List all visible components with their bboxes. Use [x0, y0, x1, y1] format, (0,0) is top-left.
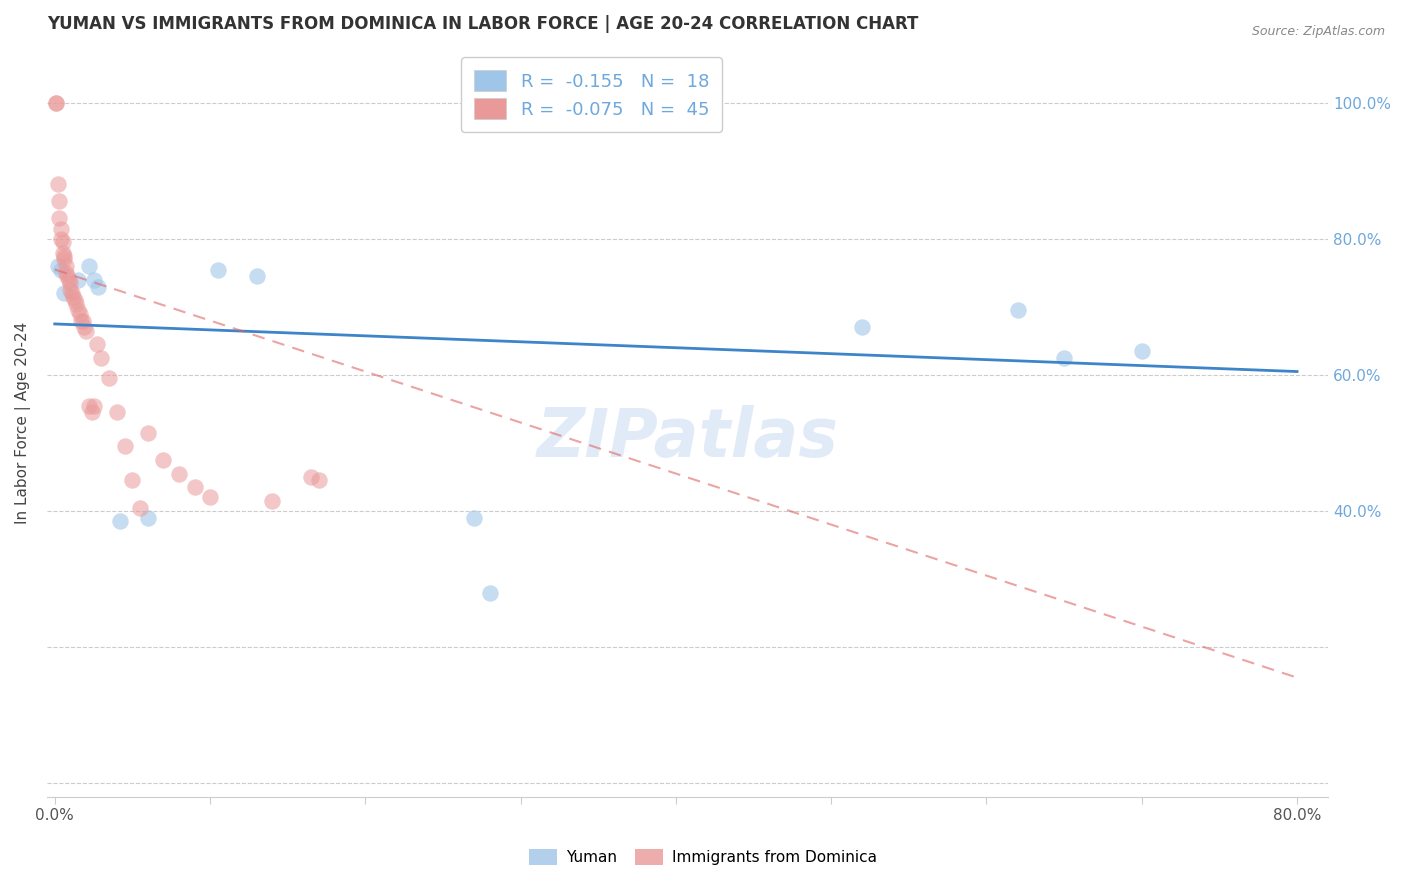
Point — [51, 245, 73, 260]
Point — [83, 399, 105, 413]
Point — [87, 279, 110, 293]
Point — [60, 286, 83, 301]
Point — [73, 320, 96, 334]
Point — [62, 290, 84, 304]
Point — [45, 95, 67, 110]
Point — [262, 493, 284, 508]
Point — [114, 439, 136, 453]
Point — [246, 269, 269, 284]
Point — [121, 474, 143, 488]
Point — [83, 273, 105, 287]
Point — [65, 296, 87, 310]
Point — [55, 259, 77, 273]
Point — [105, 405, 128, 419]
Point — [59, 283, 82, 297]
Text: Source: ZipAtlas.com: Source: ZipAtlas.com — [1251, 25, 1385, 38]
Point — [53, 252, 76, 267]
Point — [77, 399, 100, 413]
Point — [634, 95, 657, 110]
Legend: Yuman, Immigrants from Dominica: Yuman, Immigrants from Dominica — [523, 843, 883, 871]
Point — [56, 269, 79, 284]
Point — [136, 510, 159, 524]
Point — [69, 307, 91, 321]
Y-axis label: In Labor Force | Age 20-24: In Labor Force | Age 20-24 — [15, 321, 31, 524]
Point — [53, 249, 76, 263]
Point — [167, 467, 190, 481]
Point — [48, 211, 70, 226]
Point — [45, 95, 67, 110]
Point — [207, 262, 229, 277]
Point — [1053, 351, 1076, 365]
Point — [98, 371, 121, 385]
Point — [80, 405, 103, 419]
Point — [299, 470, 322, 484]
Point — [66, 273, 89, 287]
Point — [55, 266, 77, 280]
Point — [129, 500, 152, 515]
Point — [77, 259, 100, 273]
Point — [46, 178, 69, 192]
Point — [108, 514, 131, 528]
Point — [90, 351, 112, 365]
Point — [72, 313, 94, 327]
Text: ZIPatlas: ZIPatlas — [537, 405, 838, 470]
Point — [198, 491, 221, 505]
Point — [51, 235, 73, 250]
Point — [49, 232, 72, 246]
Text: YUMAN VS IMMIGRANTS FROM DOMINICA IN LABOR FORCE | AGE 20-24 CORRELATION CHART: YUMAN VS IMMIGRANTS FROM DOMINICA IN LAB… — [46, 15, 918, 33]
Point — [48, 194, 70, 209]
Point — [851, 320, 873, 334]
Point — [49, 221, 72, 235]
Point — [63, 293, 86, 307]
Point — [1007, 303, 1029, 318]
Point — [183, 480, 205, 494]
Point — [75, 324, 97, 338]
Point — [70, 313, 93, 327]
Point — [53, 286, 76, 301]
Point — [152, 453, 174, 467]
Point — [66, 303, 89, 318]
Point — [136, 425, 159, 440]
Point — [58, 273, 80, 287]
Point — [308, 474, 330, 488]
Legend: R =  -0.155   N =  18, R =  -0.075   N =  45: R = -0.155 N = 18, R = -0.075 N = 45 — [461, 57, 721, 132]
Point — [478, 585, 501, 599]
Point — [59, 276, 82, 290]
Point — [1130, 344, 1153, 359]
Point — [46, 259, 69, 273]
Point — [463, 510, 485, 524]
Point — [49, 262, 72, 277]
Point — [86, 337, 108, 351]
